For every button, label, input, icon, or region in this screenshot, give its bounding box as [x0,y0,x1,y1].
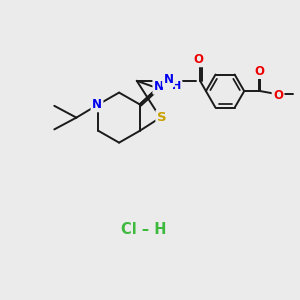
Text: O: O [273,89,283,102]
Text: N: N [164,73,174,86]
Text: Cl – H: Cl – H [122,222,167,237]
Text: N: N [154,80,164,93]
Text: N: N [92,98,102,111]
Text: O: O [194,53,204,66]
Text: O: O [254,64,264,78]
Text: S: S [157,111,166,124]
Text: H: H [172,81,181,91]
